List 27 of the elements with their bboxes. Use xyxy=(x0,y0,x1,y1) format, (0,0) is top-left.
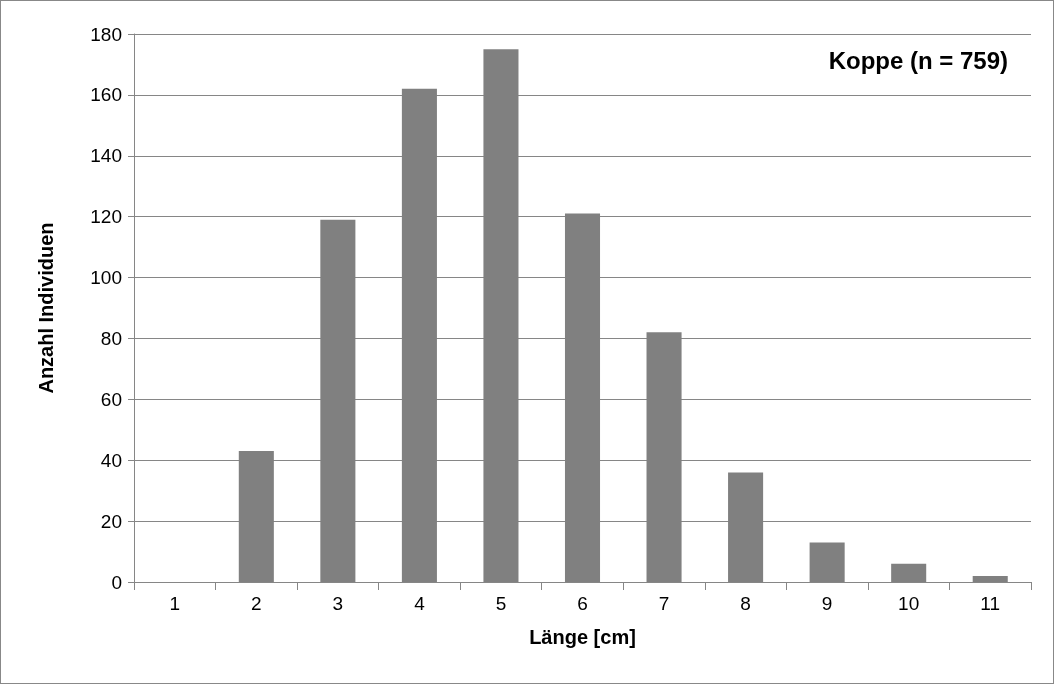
x-tick-label: 5 xyxy=(495,593,507,614)
y-tick-label: 20 xyxy=(100,510,122,532)
x-tick-label: 6 xyxy=(577,593,588,614)
x-tick-label: 11 xyxy=(980,593,1001,614)
y-tick-label: 80 xyxy=(100,327,122,349)
y-tick-label: 140 xyxy=(90,145,122,167)
y-tick-label: 180 xyxy=(90,23,122,45)
bar xyxy=(972,575,1008,582)
y-axis-title: Anzahl Individuen xyxy=(35,222,57,394)
x-tick-label: 10 xyxy=(898,593,920,614)
y-tick-label: 0 xyxy=(111,571,122,593)
y-tick-label: 60 xyxy=(100,388,122,410)
x-tick-label: 7 xyxy=(658,593,670,614)
x-tick-label: 2 xyxy=(251,593,262,614)
y-tick-label: 160 xyxy=(90,84,122,106)
bar xyxy=(809,542,845,582)
y-tick-label: 40 xyxy=(100,449,122,471)
y-tick-label: 100 xyxy=(90,267,122,289)
bar xyxy=(891,563,927,582)
x-tick-label: 1 xyxy=(169,593,181,614)
text: Koppe (n = 759) xyxy=(828,46,1009,74)
x-tick-label: 8 xyxy=(740,593,751,614)
x-axis-title: Länge [cm] xyxy=(529,626,636,648)
x-tick-label: 3 xyxy=(332,593,344,614)
y-tick-label: 120 xyxy=(90,206,122,228)
x-tick-label: 4 xyxy=(414,593,426,614)
x-tick-label: 9 xyxy=(821,593,833,614)
